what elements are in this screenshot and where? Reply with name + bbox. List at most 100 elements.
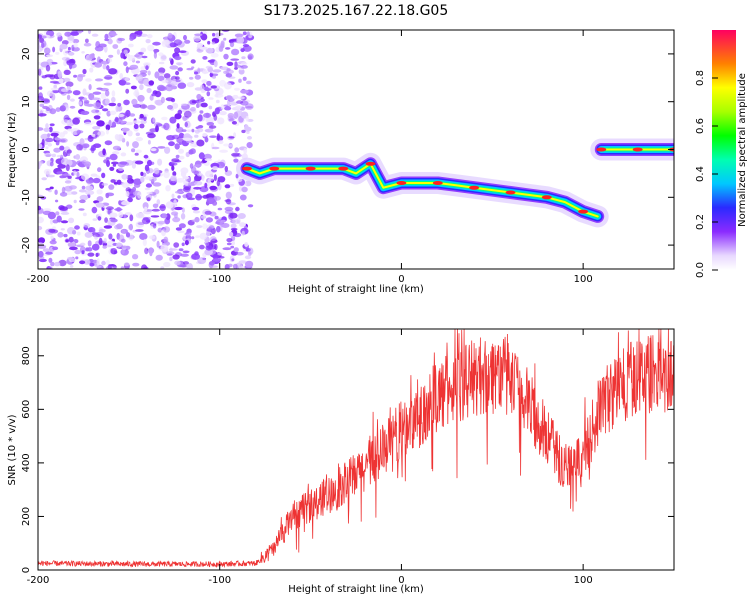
noise-speckle [220, 219, 226, 223]
noise-speckle [205, 65, 213, 69]
noise-speckle [60, 157, 69, 165]
noise-speckle [123, 61, 128, 67]
noise-speckle [77, 74, 86, 78]
noise-speckle [101, 183, 109, 186]
noise-speckle [146, 197, 151, 202]
noise-speckle [190, 107, 196, 112]
noise-speckle [174, 190, 183, 194]
noise-speckle [204, 210, 212, 215]
noise-speckle [175, 62, 183, 66]
ridge-peak [365, 161, 376, 166]
noise-speckle [175, 227, 182, 231]
noise-speckle [224, 184, 231, 189]
noise-speckle [240, 48, 245, 53]
noise-speckle [38, 237, 46, 244]
noise-speckle [140, 47, 147, 53]
noise-speckle [41, 35, 47, 39]
noise-speckle [174, 260, 181, 266]
noise-speckle [47, 174, 55, 178]
noise-speckle [180, 213, 186, 220]
noise-speckle [209, 177, 214, 181]
noise-speckle [104, 98, 110, 105]
noise-speckle [169, 65, 179, 70]
noise-speckle [230, 39, 239, 42]
noise-speckle [84, 161, 91, 167]
noise-speckle [84, 231, 93, 238]
noise-speckle [213, 195, 222, 201]
noise-speckle [175, 79, 181, 83]
noise-speckle [134, 152, 139, 156]
noise-speckle [74, 225, 80, 230]
noise-speckle [58, 78, 64, 84]
noise-speckle [229, 212, 238, 219]
noise-speckle [135, 229, 144, 232]
noise-speckle [154, 71, 160, 79]
noise-speckle [247, 204, 254, 208]
noise-speckle [55, 141, 60, 146]
noise-speckle [115, 105, 119, 113]
noise-speckle [105, 124, 111, 131]
noise-speckle [76, 144, 83, 151]
noise-speckle [127, 130, 133, 137]
noise-speckle [232, 94, 239, 100]
noise-speckle [185, 231, 190, 235]
ridge-peak [505, 190, 516, 195]
noise-speckle [143, 154, 149, 159]
noise-speckle [248, 251, 252, 257]
noise-speckle [165, 201, 174, 209]
noise-speckle [80, 242, 86, 247]
noise-speckle [105, 206, 114, 211]
noise-speckle [155, 125, 159, 133]
noise-speckle [199, 46, 209, 50]
noise-speckle [52, 219, 59, 224]
noise-speckle [73, 170, 77, 176]
noise-speckle [38, 210, 44, 215]
noise-speckle [177, 67, 183, 72]
noise-speckle [178, 142, 183, 145]
noise-speckle [44, 47, 51, 55]
noise-speckle [158, 67, 166, 74]
noise-speckle [116, 49, 120, 55]
noise-speckle [98, 228, 106, 233]
noise-speckle [202, 194, 211, 199]
noise-speckle [125, 88, 130, 94]
noise-speckle [137, 30, 143, 36]
noise-speckle [104, 38, 110, 42]
noise-speckle [149, 235, 156, 240]
noise-speckle [196, 93, 202, 100]
noise-speckle [172, 217, 181, 223]
noise-speckle [217, 207, 223, 211]
noise-speckle [59, 206, 68, 211]
x-tick-label: 100 [574, 274, 593, 285]
noise-speckle [187, 129, 191, 132]
noise-speckle [191, 166, 197, 174]
noise-speckle [246, 131, 250, 135]
noise-speckle [81, 173, 90, 181]
noise-speckle [200, 89, 205, 93]
noise-speckle [63, 233, 68, 238]
noise-speckle [154, 90, 162, 98]
noise-speckle [197, 114, 203, 122]
noise-speckle [43, 127, 50, 132]
noise-speckle [110, 218, 118, 223]
noise-speckle [91, 133, 96, 137]
noise-speckle [79, 199, 86, 204]
noise-speckle [95, 231, 104, 238]
noise-speckle [241, 56, 246, 60]
noise-speckle [139, 84, 144, 91]
noise-speckle [199, 110, 204, 114]
noise-speckle [247, 136, 252, 140]
noise-speckle [236, 36, 245, 44]
noise-speckle [81, 51, 85, 54]
noise-speckle [163, 171, 170, 179]
noise-speckle [120, 120, 127, 124]
noise-speckle [111, 161, 119, 165]
noise-speckle [229, 183, 235, 187]
noise-speckle [87, 252, 95, 257]
noise-speckle [233, 232, 242, 238]
noise-speckle [86, 103, 94, 107]
noise-speckle [69, 105, 76, 109]
noise-speckle [61, 186, 66, 194]
noise-speckle [152, 117, 156, 123]
noise-speckle [60, 228, 65, 231]
